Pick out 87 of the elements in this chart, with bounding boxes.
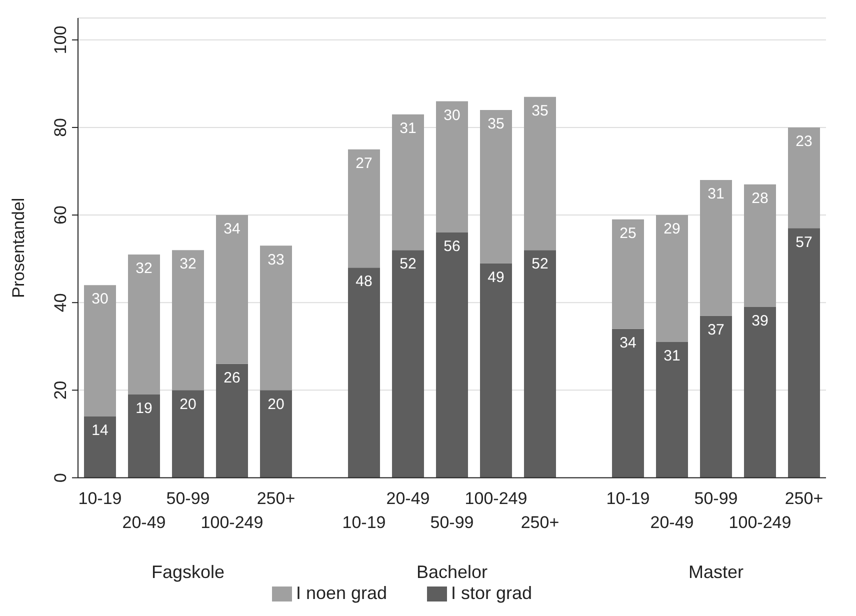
x-tick-label: 20-49 <box>122 512 166 532</box>
bar <box>172 390 204 478</box>
y-axis-title: Prosentandel <box>9 198 28 298</box>
bar <box>788 127 820 228</box>
data-label: 31 <box>664 348 680 365</box>
bar <box>436 232 468 478</box>
data-label: 30 <box>444 106 460 124</box>
legend-label: I stor grad <box>451 582 532 603</box>
bar <box>436 101 468 233</box>
bar <box>612 219 644 329</box>
data-label: 26 <box>224 370 240 387</box>
x-tick-label: 50-99 <box>430 512 474 532</box>
data-label: 31 <box>708 186 724 203</box>
bar <box>392 114 424 250</box>
bar <box>744 184 776 307</box>
bar <box>172 250 204 390</box>
x-tick-label: 50-99 <box>694 488 738 508</box>
bar <box>260 246 292 390</box>
data-label: 30 <box>92 290 108 308</box>
x-tick-label: 100-249 <box>200 512 264 532</box>
legend-label: I noen grad <box>296 582 388 603</box>
bar <box>348 149 380 268</box>
bar <box>84 416 116 478</box>
y-tick-label: 80 <box>51 118 70 137</box>
data-label: 37 <box>708 321 724 338</box>
bar <box>348 268 380 478</box>
bar <box>524 250 556 478</box>
bar <box>656 342 688 478</box>
x-tick-label: 20-49 <box>650 512 694 532</box>
data-label: 27 <box>356 155 372 172</box>
x-tick-label: 10-19 <box>606 488 650 508</box>
x-tick-label: 50-99 <box>166 488 210 508</box>
data-label: 35 <box>532 102 548 120</box>
x-tick-label: 100-249 <box>464 488 528 508</box>
bar <box>612 328 644 478</box>
data-label: 23 <box>796 133 812 150</box>
bar <box>788 228 820 478</box>
data-label: 39 <box>752 312 768 330</box>
data-label: 25 <box>620 225 636 242</box>
bar <box>392 250 424 478</box>
bar <box>216 364 248 478</box>
y-tick-label: 40 <box>51 293 70 312</box>
data-label: 57 <box>796 234 812 251</box>
data-label: 56 <box>444 238 460 256</box>
bar <box>84 285 116 416</box>
data-label: 28 <box>752 190 768 208</box>
data-label: 34 <box>620 334 636 352</box>
y-tick-label: 100 <box>51 26 70 54</box>
x-tick-label: 250+ <box>256 488 296 508</box>
x-tick-label: 10-19 <box>78 488 122 508</box>
x-tick-label: 250+ <box>784 488 824 508</box>
data-label: 19 <box>136 400 152 418</box>
x-tick-label: 100-249 <box>728 512 792 532</box>
data-label: 32 <box>136 260 152 278</box>
text: Fagskole <box>151 562 225 582</box>
data-label: 33 <box>268 251 284 268</box>
bar <box>744 306 776 478</box>
data-label: 48 <box>356 273 372 290</box>
data-label: 31 <box>400 120 416 137</box>
data-label: 29 <box>664 220 680 238</box>
bar <box>480 110 512 264</box>
bar <box>216 215 248 364</box>
bar <box>128 254 160 395</box>
data-label: 34 <box>224 220 240 238</box>
x-tick-label: 10-19 <box>342 512 386 532</box>
text: Bachelor <box>416 562 488 582</box>
bar <box>656 215 688 342</box>
y-tick-label: 60 <box>51 206 70 224</box>
x-tick-label: 20-49 <box>386 488 430 508</box>
data-label: 52 <box>532 256 548 273</box>
bar <box>700 180 732 316</box>
data-label: 49 <box>488 268 504 286</box>
bar <box>260 390 292 478</box>
data-label: 52 <box>400 256 416 273</box>
data-label: 20 <box>180 396 196 413</box>
data-label: 35 <box>488 116 504 133</box>
bar <box>128 394 160 478</box>
data-label: 20 <box>268 396 284 413</box>
data-label: 14 <box>92 422 108 440</box>
y-tick-label: 20 <box>51 380 70 400</box>
y-tick-label: 0 <box>51 473 70 482</box>
data-label: 32 <box>180 256 196 273</box>
text: Master <box>688 562 744 582</box>
bar <box>700 316 732 478</box>
bar <box>480 263 512 478</box>
x-tick-label: 250+ <box>520 512 560 532</box>
bar <box>524 96 556 250</box>
